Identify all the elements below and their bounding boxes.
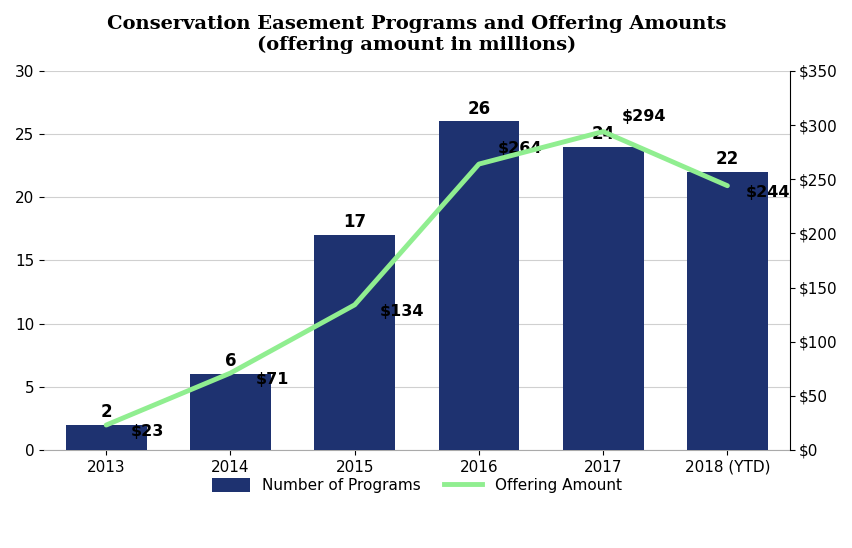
Text: $134: $134 <box>379 304 423 318</box>
Title: Conservation Easement Programs and Offering Amounts
(offering amount in millions: Conservation Easement Programs and Offer… <box>107 15 726 54</box>
Text: 22: 22 <box>715 150 738 168</box>
Text: 17: 17 <box>343 213 366 231</box>
Text: 24: 24 <box>590 125 614 143</box>
Bar <box>562 147 642 450</box>
Bar <box>66 425 147 450</box>
Bar <box>438 122 519 450</box>
Text: $264: $264 <box>497 141 541 156</box>
Text: $23: $23 <box>131 424 164 439</box>
Text: 26: 26 <box>467 100 490 118</box>
Offering Amount <box>722 182 732 189</box>
Bar <box>190 374 271 450</box>
Text: 6: 6 <box>224 352 236 370</box>
Bar <box>314 235 394 450</box>
Offering Amount <box>101 422 112 429</box>
Offering Amount <box>225 370 235 376</box>
Offering Amount <box>349 301 360 308</box>
Bar <box>686 172 767 450</box>
Offering Amount <box>473 161 483 167</box>
Text: $294: $294 <box>621 109 665 124</box>
Legend: Number of Programs, Offering Amount: Number of Programs, Offering Amount <box>205 472 627 499</box>
Line: Offering Amount: Offering Amount <box>106 132 727 425</box>
Text: $244: $244 <box>746 185 790 199</box>
Text: 2: 2 <box>101 403 112 421</box>
Text: $71: $71 <box>255 372 288 387</box>
Offering Amount <box>597 128 607 135</box>
